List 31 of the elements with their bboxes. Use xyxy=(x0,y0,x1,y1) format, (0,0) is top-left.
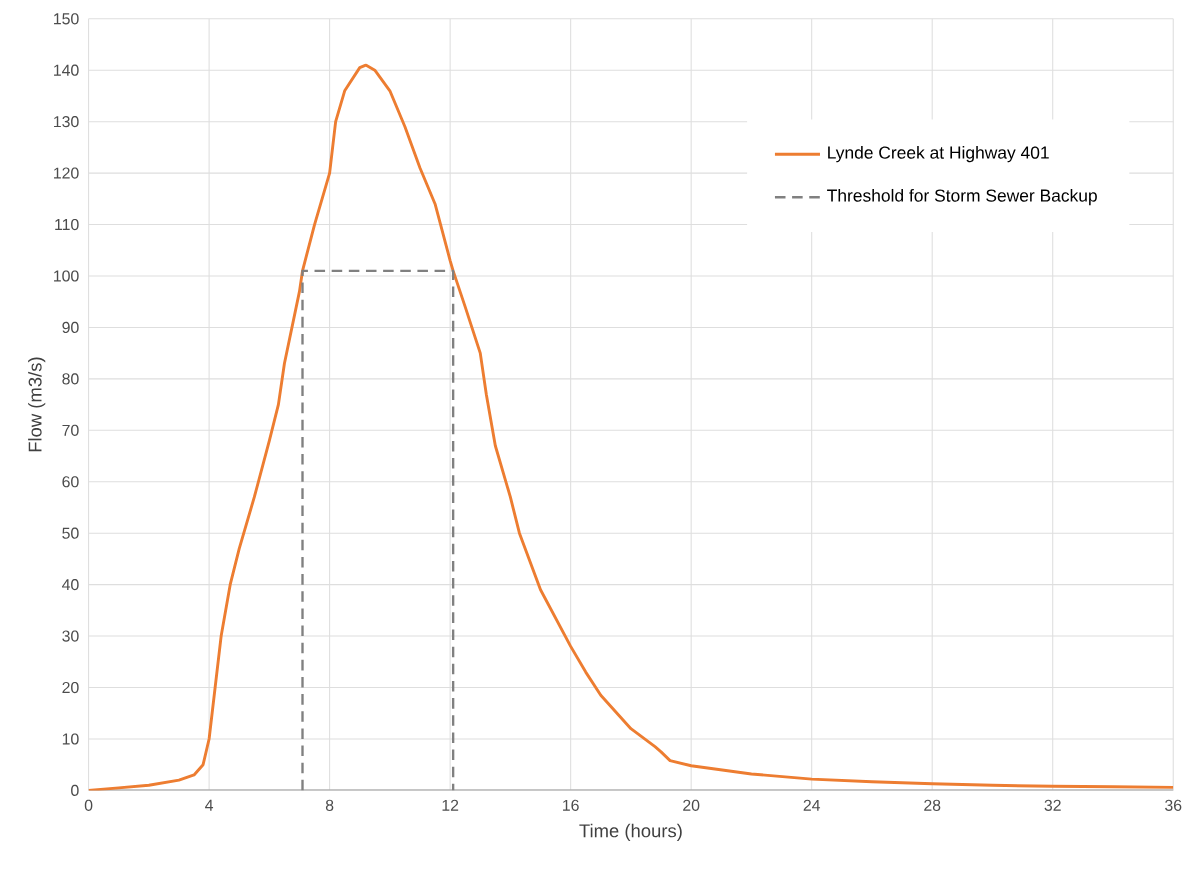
legend-label: Threshold for Storm Sewer Backup xyxy=(827,188,1097,206)
y-tick-label: 100 xyxy=(54,270,79,282)
x-tick-label: 20 xyxy=(683,799,700,811)
line-series xyxy=(88,63,1174,791)
x-tick-label: 0 xyxy=(84,799,93,811)
x-tick-label: 36 xyxy=(1165,799,1182,811)
x-tick-label: 16 xyxy=(563,799,579,811)
y-tick-label: 110 xyxy=(55,218,79,231)
y-tick-label: 20 xyxy=(62,681,79,694)
x-tick-label: 32 xyxy=(1044,799,1061,811)
y-tick-label: 70 xyxy=(62,424,79,436)
y-tick-label: 10 xyxy=(62,733,79,745)
y-tick-label: 130 xyxy=(54,115,79,128)
x-tick-label: 24 xyxy=(803,799,821,811)
x-tick-label: 12 xyxy=(442,799,459,811)
y-tick-label: 50 xyxy=(62,527,79,539)
y-tick-label: 30 xyxy=(62,630,79,642)
x-axis-title: Time (hours) xyxy=(579,823,682,841)
x-tick-label: 28 xyxy=(924,799,941,811)
y-tick-label: 0 xyxy=(71,784,79,796)
legend-label: Lynde Creek at Highway 401 xyxy=(828,145,1049,163)
y-tick-label: 150 xyxy=(54,13,79,25)
y-tick-label: 140 xyxy=(54,64,79,76)
y-tick-label: 90 xyxy=(62,321,79,333)
y-tick-label: 80 xyxy=(62,373,79,385)
x-tick-label: 4 xyxy=(205,799,214,811)
y-tick-label: 120 xyxy=(54,167,79,179)
y-tick-label: 60 xyxy=(62,476,79,488)
x-tick-label: 8 xyxy=(325,799,334,811)
y-tick-label: 40 xyxy=(62,578,79,591)
y-axis-title: Flow (m3/s) xyxy=(28,357,46,452)
